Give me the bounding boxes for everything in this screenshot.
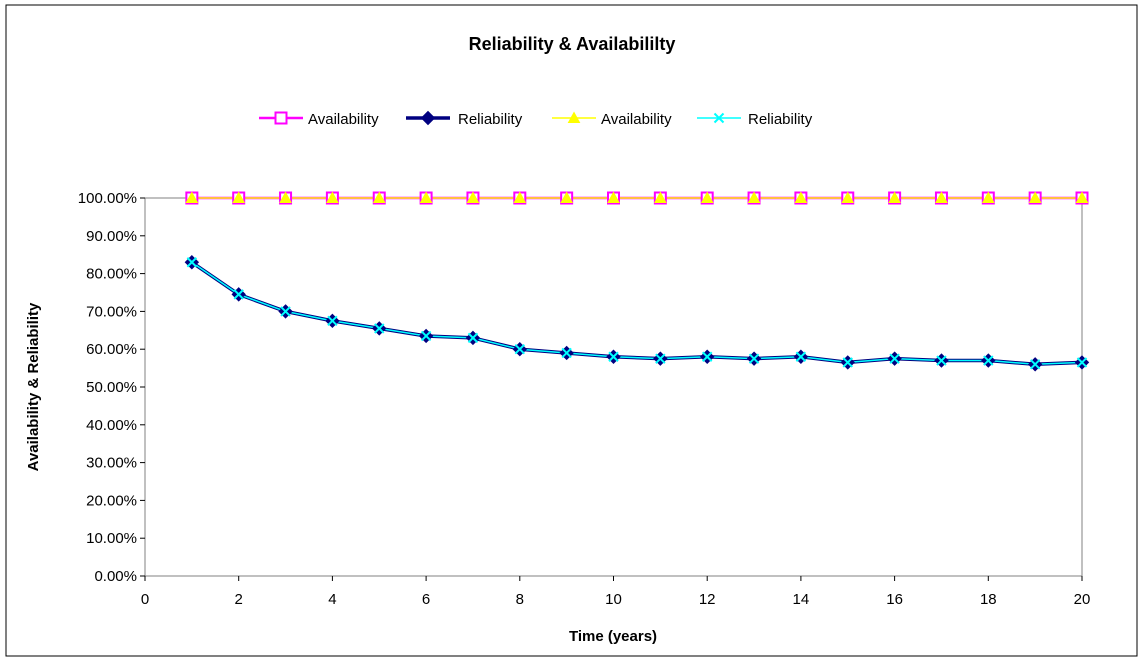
data-point-series-2	[560, 191, 573, 203]
data-point-series-3	[983, 355, 994, 366]
x-tick-label: 14	[793, 591, 810, 608]
data-point-series-3	[233, 289, 244, 300]
data-point-series-2	[607, 191, 620, 203]
plot-area	[144, 197, 1083, 577]
y-tick-label: 60.00%	[86, 341, 137, 358]
data-point-series-3	[1029, 359, 1041, 370]
x-tick-label: 10	[605, 591, 622, 608]
y-axis-ticks: 0.00% 10.00% 20.00% 30.00% 40.00% 50.00% 60.00…	[78, 190, 145, 585]
x-axis-ticks: 0 2 4 6 8 10 12 14 16 18 20	[141, 576, 1091, 608]
data-point-series-3	[701, 351, 713, 362]
y-tick-label: 90.00%	[86, 228, 137, 245]
y-tick-label: 20.00%	[86, 492, 137, 509]
legend-marker	[420, 110, 436, 126]
data-point-series-2	[513, 191, 527, 203]
data-point-series-2	[841, 191, 855, 203]
x-tick-label: 0	[141, 591, 149, 608]
legend-item-1: Reliability	[406, 110, 523, 128]
legend-marker	[567, 111, 581, 123]
data-point-series-2	[794, 191, 808, 203]
data-point-series-3	[467, 332, 479, 344]
data-point-series-2	[466, 191, 480, 203]
data-point-series-3	[514, 343, 526, 355]
y-tick-label: 40.00%	[86, 417, 137, 434]
data-point-series-2	[185, 191, 199, 203]
legend-item-2: Availability	[552, 111, 672, 128]
data-point-series-2	[279, 191, 292, 203]
x-tick-label: 4	[328, 591, 336, 608]
data-point-series-2	[1028, 191, 1042, 203]
y-tick-label: 0.00%	[94, 568, 137, 585]
legend: Availability Reliability Availability Relia…	[259, 110, 813, 128]
y-tick-label: 10.00%	[86, 530, 137, 547]
data-point-series-3	[842, 357, 853, 368]
y-axis-title: Availability & Reliability	[25, 302, 42, 471]
legend-label: Reliability	[458, 111, 523, 128]
series-line-3	[191, 261, 1083, 366]
legend-item-3: Reliability	[697, 111, 813, 128]
x-axis-title: Time (years)	[569, 628, 657, 645]
y-tick-label: 50.00%	[86, 379, 137, 396]
data-point-series-2	[888, 191, 901, 203]
data-point-series-2	[326, 191, 339, 203]
x-tick-label: 6	[422, 591, 430, 608]
y-tick-label: 30.00%	[86, 455, 137, 472]
legend-label: Reliability	[748, 111, 813, 128]
legend-marker	[274, 111, 288, 125]
data-point-series-3	[561, 347, 572, 359]
x-tick-label: 16	[886, 591, 903, 608]
y-tick-label: 70.00%	[86, 303, 137, 320]
data-point-series-2	[700, 191, 714, 203]
data-point-series-2	[1075, 191, 1089, 203]
data-point-series-2	[935, 191, 948, 203]
data-point-series-3	[748, 353, 760, 364]
x-tick-label: 12	[699, 591, 716, 608]
data-point-series-2	[981, 191, 995, 203]
y-tick-label: 80.00%	[86, 266, 137, 283]
data-point-series-3	[327, 315, 338, 327]
data-point-series-3	[889, 353, 900, 364]
data-point-series-3	[608, 351, 619, 362]
data-point-series-2	[232, 191, 246, 203]
x-tick-label: 8	[516, 591, 524, 608]
data-point-series-2	[654, 191, 667, 203]
legend-label: Availability	[308, 111, 379, 128]
x-tick-label: 18	[980, 591, 997, 608]
data-point-series-3	[374, 323, 385, 334]
y-tick-label: 100.00%	[78, 190, 137, 207]
chart-title: Reliability & Availabililty	[469, 34, 676, 54]
data-point-series-3	[420, 330, 432, 342]
data-point-series-3	[186, 257, 198, 268]
data-point-series-3	[655, 353, 666, 364]
x-tick-label: 2	[235, 591, 243, 608]
data-point-series-2	[419, 191, 433, 203]
data-point-series-2	[372, 191, 386, 203]
legend-marker	[713, 112, 725, 124]
series-markers	[184, 191, 1090, 372]
data-point-series-3	[280, 306, 291, 317]
data-point-series-2	[747, 191, 761, 203]
legend-label: Availability	[601, 111, 672, 128]
series-lines	[190, 196, 1083, 367]
data-point-series-3	[795, 351, 807, 362]
data-point-series-3	[1076, 357, 1088, 368]
x-tick-label: 20	[1074, 591, 1091, 608]
data-point-series-3	[936, 355, 947, 366]
legend-item-0: Availability	[259, 111, 379, 128]
